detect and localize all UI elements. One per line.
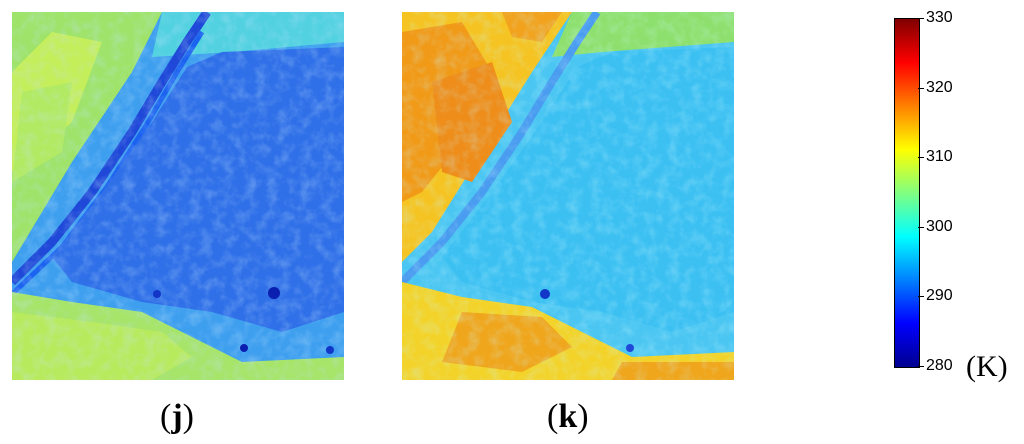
colorbar-tick [918,18,924,19]
colorbar-tick [918,366,924,367]
panel-label-k: (k) [547,398,589,435]
panel-label-j: (j) [160,398,194,435]
temperature-colorbar [894,18,920,368]
thermal-map-k [402,12,734,380]
colorbar-tick-label: 280 [926,357,953,374]
colorbar-tick [918,88,924,89]
colorbar-tick [918,157,924,158]
colorbar-unit-label: (K) [966,350,1008,383]
colorbar-tick-label: 290 [926,287,953,304]
thermal-map-j [12,12,344,380]
colorbar-tick-label: 300 [926,218,953,235]
colorbar-tick-label: 330 [926,9,953,26]
colorbar-tick [918,227,924,228]
colorbar-tick [918,296,924,297]
colorbar-tick-label: 310 [926,148,953,165]
colorbar-tick-label: 320 [926,79,953,96]
